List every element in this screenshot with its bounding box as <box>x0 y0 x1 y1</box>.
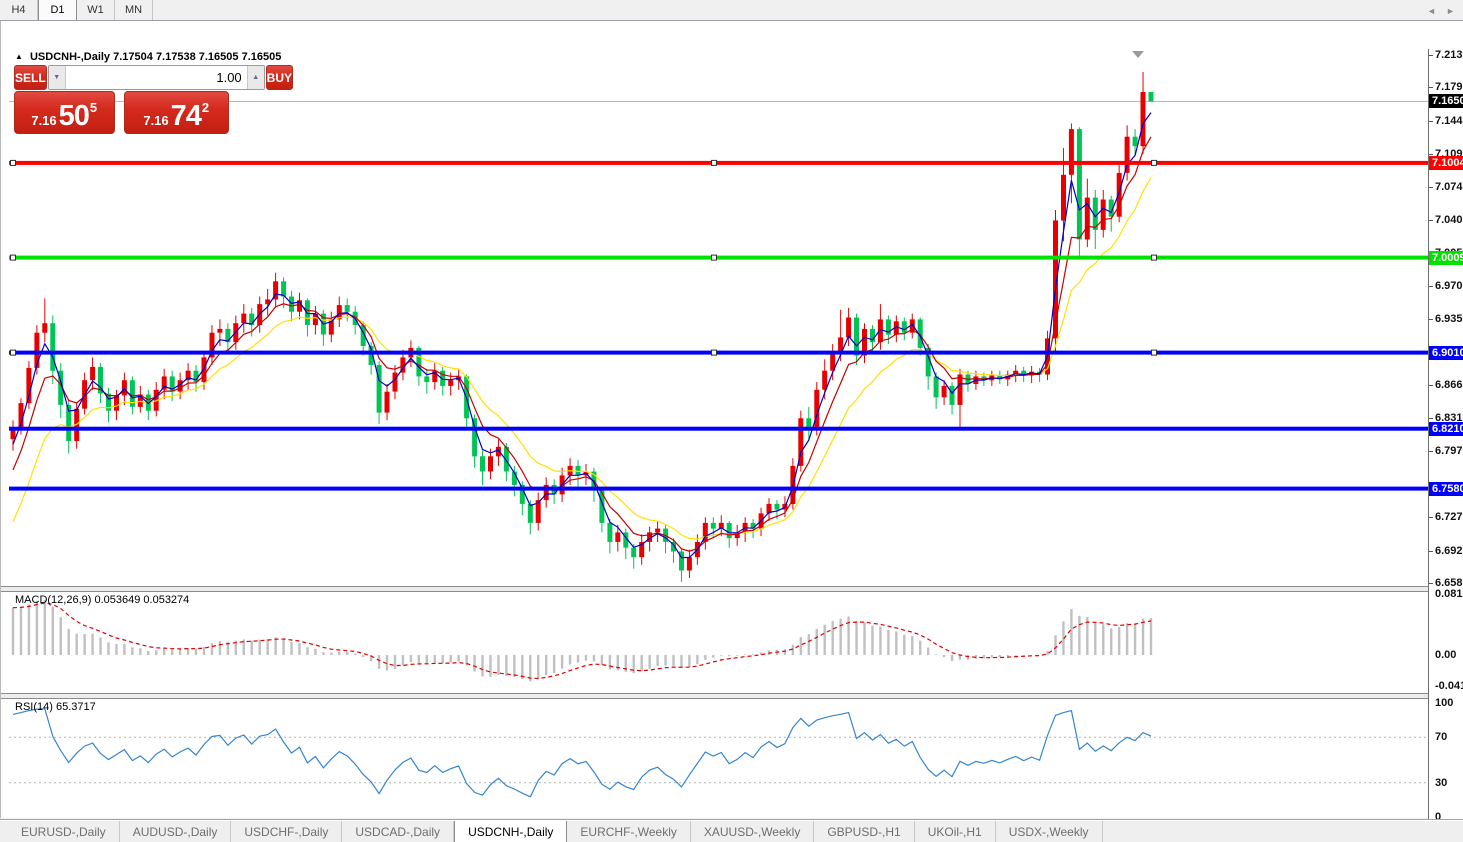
buy-button[interactable]: BUY <box>265 65 294 90</box>
chart-tab[interactable]: AUDUSD-,Daily <box>120 821 232 842</box>
level-price-badge: 6.90100 <box>1429 346 1463 360</box>
current-price-badge: 7.16505 <box>1429 94 1463 108</box>
volume-stepper: ▼ ▲ <box>47 65 265 90</box>
buy-price-prefix: 7.16 <box>143 113 169 128</box>
price-axis-label: 6.86690 <box>1435 379 1463 391</box>
axis-tick <box>1429 55 1433 56</box>
tabs-scroll-right-button[interactable]: ► <box>1443 2 1458 19</box>
axis-tick <box>1429 319 1433 320</box>
axis-tick <box>1429 451 1433 452</box>
chart-tab[interactable]: USDCNH-,Daily <box>454 821 568 842</box>
level-price-badge: 7.10044 <box>1429 156 1463 170</box>
rsi-axis-label: 30 <box>1435 777 1448 789</box>
chart-tabs-bar: EURUSD-,Daily AUDUSD-,Daily USDCHF-,Daily U… <box>0 820 1463 842</box>
chart-title: ▲ USDCNH-,Daily 7.17504 7.17538 7.16505 … <box>15 51 281 63</box>
collapse-panel-icon[interactable]: ▲ <box>15 52 23 61</box>
macd-axis-label: 0.081265 <box>1435 588 1463 600</box>
price-axis-label: 7.14490 <box>1435 115 1463 127</box>
level-price-badge: 7.00092 <box>1429 251 1463 265</box>
chart-tab[interactable]: USDX-,Weekly <box>996 821 1103 842</box>
buy-price-big: 74 <box>170 100 202 132</box>
axis-tick <box>1429 87 1433 88</box>
axis-tick <box>1429 551 1433 552</box>
chart-window: 7.213907.179907.144907.109907.074907.040… <box>0 21 1463 839</box>
macd-axis-label: -0.041412 <box>1435 680 1463 692</box>
price-axis[interactable]: 7.213907.179907.144907.109907.074907.040… <box>1428 49 1463 823</box>
timeframe-tab-d1[interactable]: D1 <box>38 0 77 20</box>
rsi-indicator-label: RSI(14) 65.3717 <box>15 701 96 713</box>
rsi-axis-label: 70 <box>1435 731 1448 743</box>
axis-tick <box>1429 385 1433 386</box>
rsi-pane[interactable] <box>9 699 1428 821</box>
price-axis-label: 6.79790 <box>1435 445 1463 457</box>
price-axis-label: 7.07490 <box>1435 181 1463 193</box>
price-axis-label: 7.21390 <box>1435 49 1463 61</box>
price-axis-label: 6.97090 <box>1435 280 1463 292</box>
level-price-badge: 6.82103 <box>1429 422 1463 436</box>
axis-tick <box>1429 121 1433 122</box>
pane-splitter[interactable] <box>1 586 1463 592</box>
price-axis-label: 6.69290 <box>1435 545 1463 557</box>
chart-tabs-scroll: ◄ ► <box>1424 2 1458 19</box>
buy-price-pip: 2 <box>201 100 210 115</box>
chart-tab[interactable]: USDCHF-,Daily <box>231 821 343 842</box>
price-axis-label: 6.93590 <box>1435 313 1463 325</box>
timeframe-tab-mn[interactable]: MN <box>115 0 153 20</box>
timeframe-bar: H4 D1 W1 MN <box>0 0 1463 21</box>
timeframe-tab-w1[interactable]: W1 <box>77 0 115 20</box>
rsi-axis-label: 100 <box>1435 697 1454 709</box>
rsi-axis-label: 0 <box>1435 811 1442 823</box>
axis-tick <box>1429 220 1433 221</box>
chart-tab[interactable]: GBPUSD-,H1 <box>814 821 915 842</box>
axis-tick <box>1429 187 1433 188</box>
tabs-scroll-left-button[interactable]: ◄ <box>1424 2 1439 19</box>
sell-price-prefix: 7.16 <box>31 113 57 128</box>
price-axis-label: 7.04090 <box>1435 214 1463 226</box>
axis-tick <box>1429 517 1433 518</box>
sell-button[interactable]: SELL <box>14 65 47 90</box>
ohlc-values: 7.17504 7.17538 7.16505 7.16505 <box>113 51 282 63</box>
chart-tab[interactable]: XAUUSD-,Weekly <box>691 821 815 842</box>
chart-tab[interactable]: EURCHF-,Weekly <box>567 821 691 842</box>
sell-price-display[interactable]: 7.16 50 5 <box>14 91 115 134</box>
volume-input[interactable] <box>65 66 247 89</box>
volume-decrease-button[interactable]: ▼ <box>48 66 66 89</box>
price-axis-label: 6.83190 <box>1435 412 1463 424</box>
sell-price-big: 50 <box>58 100 90 132</box>
level-price-badge: 6.75804 <box>1429 482 1463 496</box>
macd-pane[interactable] <box>9 592 1428 693</box>
volume-increase-button[interactable]: ▲ <box>246 66 264 89</box>
macd-indicator-label: MACD(12,26,9) 0.053649 0.053274 <box>15 594 190 606</box>
symbol-period-label: USDCNH-,Daily <box>29 51 111 63</box>
macd-axis-label: 0.00 <box>1435 649 1457 661</box>
chart-tab[interactable]: UKOil-,H1 <box>915 821 996 842</box>
axis-tick <box>1429 154 1433 155</box>
timeframe-tab-h4[interactable]: H4 <box>0 0 38 20</box>
chart-tab[interactable]: EURUSD-,Daily <box>8 821 120 842</box>
price-axis-label: 7.17990 <box>1435 81 1463 93</box>
price-axis-label: 6.65890 <box>1435 577 1463 589</box>
axis-tick <box>1429 418 1433 419</box>
axis-tick <box>1429 286 1433 287</box>
axis-tick <box>1429 583 1433 584</box>
chart-tab[interactable]: USDCAD-,Daily <box>342 821 455 842</box>
pane-splitter[interactable] <box>1 693 1463 699</box>
sell-price-pip: 5 <box>89 100 98 115</box>
price-axis-label: 6.72790 <box>1435 511 1463 523</box>
price-pane[interactable] <box>9 49 1428 586</box>
buy-price-display[interactable]: 7.16 74 2 <box>123 91 229 134</box>
